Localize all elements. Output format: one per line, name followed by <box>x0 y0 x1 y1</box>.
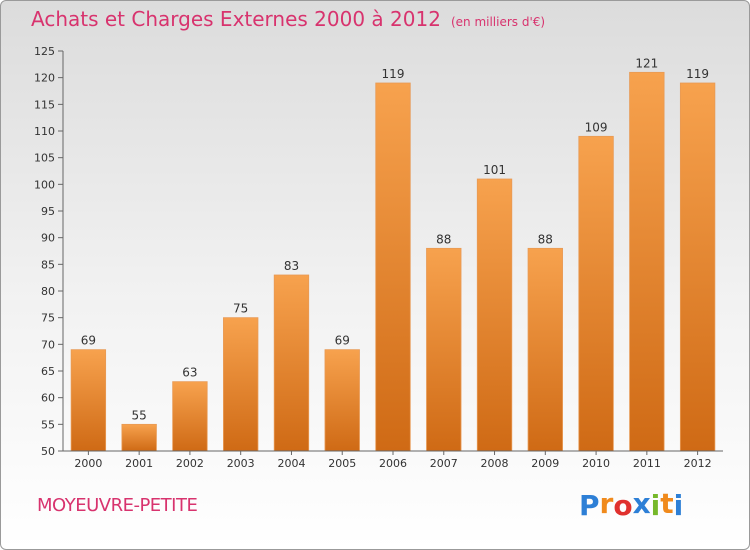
chart-title: Achats et Charges Externes 2000 à 2012 (e… <box>31 7 545 31</box>
logo-letter: x <box>632 487 651 520</box>
x-tick-label-2006: 2006 <box>379 457 407 470</box>
value-label-2002: 63 <box>182 366 197 380</box>
y-tick-label: 50 <box>41 445 55 458</box>
y-tick-label: 75 <box>41 312 55 325</box>
x-axis: 2000 2001 2002 2003 2004 2005 2006 2007 2008 2009… <box>63 450 723 470</box>
bars: 69 55 63 75 83 69 119 88 101 88 109 121 119 <box>70 56 716 452</box>
y-axis: 50 55 60 65 70 75 80 85 90 95 100 105 110 115 120 125 <box>34 45 64 458</box>
bar-2000 <box>70 349 107 452</box>
y-tick-label: 65 <box>41 365 55 378</box>
y-tick-label: 90 <box>41 232 55 245</box>
proxiti-logo[interactable]: Proxiti <box>579 487 684 522</box>
x-tick-label-2010: 2010 <box>582 457 610 470</box>
bar-2011 <box>629 71 665 452</box>
x-tick-label-2004: 2004 <box>277 457 305 470</box>
value-label-2001: 55 <box>132 408 147 422</box>
value-label-2012: 119 <box>686 67 709 81</box>
value-label-2011: 121 <box>635 56 658 70</box>
x-tick-label-2009: 2009 <box>531 457 559 470</box>
y-tick-label: 80 <box>41 285 55 298</box>
logo-letter: i <box>650 489 661 522</box>
x-tick-label-2000: 2000 <box>74 457 102 470</box>
value-label-2010: 109 <box>585 120 608 134</box>
y-tick-label: 105 <box>34 152 55 165</box>
x-tick-label-2008: 2008 <box>481 457 509 470</box>
logo-letter: o <box>613 489 633 522</box>
x-tick-label-2007: 2007 <box>430 457 458 470</box>
y-tick-label: 70 <box>41 338 55 351</box>
value-label-2007: 88 <box>436 232 451 246</box>
bar-2005 <box>324 349 360 452</box>
bar-2003 <box>223 317 259 452</box>
y-tick-label: 115 <box>34 98 55 111</box>
value-label-2005: 69 <box>335 334 350 348</box>
bar-2006 <box>375 82 411 452</box>
value-label-2006: 119 <box>382 67 405 81</box>
y-tick-label: 85 <box>41 258 55 271</box>
x-tick-label-2011: 2011 <box>633 457 661 470</box>
logo-letter: P <box>579 489 600 522</box>
y-tick-label: 55 <box>41 418 55 431</box>
logo-letter: t <box>660 487 674 520</box>
bar-2004 <box>273 274 310 452</box>
chart-title-text: Achats et Charges Externes 2000 à 2012 <box>31 7 441 31</box>
commune-name: MOYEUVRE-PETITE <box>37 495 198 516</box>
y-tick-label: 100 <box>34 178 55 191</box>
y-tick-label: 95 <box>41 205 55 218</box>
y-tick-label: 125 <box>34 45 55 58</box>
x-tick-label-2012: 2012 <box>684 457 712 470</box>
x-tick-label-2005: 2005 <box>328 457 356 470</box>
y-tick-label: 60 <box>41 392 55 405</box>
bar-2001 <box>121 423 157 452</box>
bar-2009 <box>527 247 563 452</box>
bar-2002 <box>172 381 208 452</box>
logo-letter: r <box>599 487 614 520</box>
bar-2008 <box>476 178 513 452</box>
value-label-2000: 69 <box>81 334 96 348</box>
value-label-2003: 75 <box>233 302 248 316</box>
bar-2007 <box>426 247 462 452</box>
value-label-2009: 88 <box>538 232 553 246</box>
logo-letter: i <box>673 489 684 522</box>
y-tick-label: 120 <box>34 72 55 85</box>
x-tick-label-2002: 2002 <box>176 457 204 470</box>
x-tick-label-2003: 2003 <box>227 457 255 470</box>
chart-subtitle: (en milliers d'€) <box>450 15 546 29</box>
bar-2012 <box>679 82 716 452</box>
value-label-2008: 101 <box>483 163 506 177</box>
y-tick-label: 110 <box>34 125 55 138</box>
bar-2010 <box>578 135 614 452</box>
value-label-2004: 83 <box>284 259 299 273</box>
x-tick-label-2001: 2001 <box>125 457 153 470</box>
